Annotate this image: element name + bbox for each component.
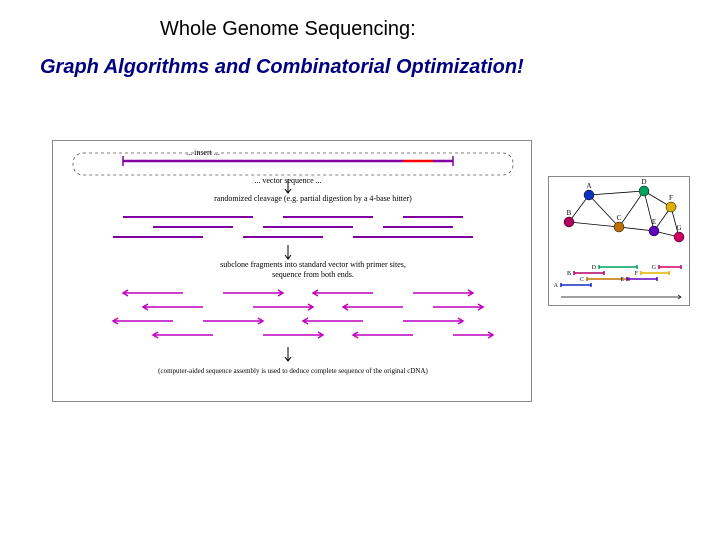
title-line2: Graph Algorithms and Combinatorial Optim…	[40, 56, 524, 79]
svg-text:A: A	[554, 283, 559, 289]
sequencing-workflow-svg: ... insert ...... vector sequence ...ran…	[53, 141, 531, 401]
svg-text:B: B	[567, 271, 571, 277]
svg-text:D: D	[592, 265, 597, 271]
svg-text:... insert ...: ... insert ...	[186, 148, 220, 157]
svg-text:E: E	[652, 218, 656, 226]
interval-graph-svg: A D F B C E G A B C D E F G	[549, 177, 689, 305]
sequencing-workflow-panel: ... insert ...... vector sequence ...ran…	[52, 140, 532, 402]
svg-text:sequence from both ends.: sequence from both ends.	[272, 270, 354, 279]
svg-text:(computer-aided sequence assem: (computer-aided sequence assembly is use…	[158, 367, 428, 375]
svg-text:G: G	[652, 265, 657, 271]
svg-text:A: A	[586, 182, 591, 190]
svg-text:randomized cleavage (e.g. part: randomized cleavage (e.g. partial digest…	[214, 194, 412, 203]
title-line1: Whole Genome Sequencing:	[160, 18, 416, 41]
svg-text:C: C	[580, 277, 584, 283]
svg-text:B: B	[567, 209, 572, 217]
svg-text:F: F	[635, 271, 639, 277]
svg-text:D: D	[641, 178, 646, 186]
svg-text:C: C	[617, 214, 622, 222]
svg-text:E: E	[620, 277, 624, 283]
svg-text:F: F	[669, 194, 673, 202]
interval-graph-panel: A D F B C E G A B C D E F G	[548, 176, 690, 306]
svg-text:subclone fragments into standa: subclone fragments into standard vector …	[220, 260, 406, 269]
svg-text:G: G	[676, 224, 681, 232]
